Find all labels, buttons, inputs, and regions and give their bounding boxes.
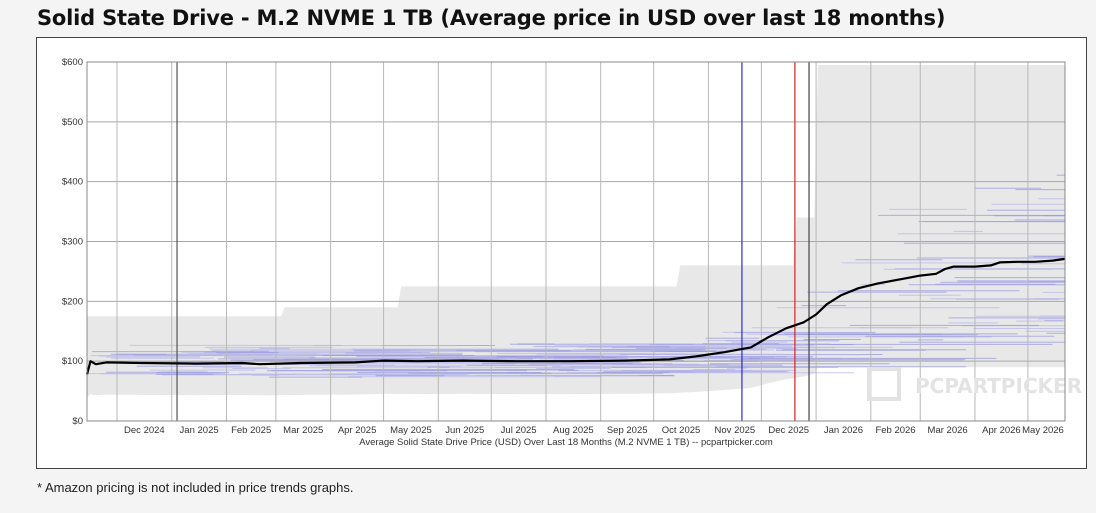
plot-border	[86, 61, 1066, 422]
x-tick-label: Aug 2025	[553, 425, 594, 436]
price-range-band	[87, 65, 1065, 398]
y-tick-label: $0	[72, 416, 83, 427]
watermark-logo	[867, 367, 901, 401]
x-tick-label: Jan 2025	[180, 425, 219, 436]
footnote: * Amazon pricing is not included in pric…	[37, 480, 354, 495]
x-tick-label: May 2026	[1022, 425, 1064, 436]
x-tick-label: Apr 2026	[982, 425, 1021, 436]
y-tick-label: $100	[62, 356, 83, 367]
x-tick-label: Dec 2024	[124, 425, 165, 436]
x-tick-label: Jun 2025	[445, 425, 484, 436]
x-tick-label: Feb 2025	[231, 425, 271, 436]
x-tick-label: Oct 2025	[662, 425, 701, 436]
x-tick-label: Jan 2026	[824, 425, 863, 436]
page-title: Solid State Drive - M.2 NVME 1 TB (Avera…	[37, 6, 946, 30]
x-tick-label: Jul 2025	[501, 425, 537, 436]
y-tick-label: $400	[62, 177, 83, 188]
x-tick-label: Mar 2025	[283, 425, 323, 436]
x-tick-label: Sep 2025	[607, 425, 648, 436]
watermark-text: PCPARTPICKER	[915, 374, 1082, 398]
x-tick-label: Feb 2026	[875, 425, 915, 436]
chart-caption: Average Solid State Drive Price (USD) Ov…	[359, 437, 773, 448]
y-tick-label: $200	[62, 296, 83, 307]
y-tick-label: $300	[62, 237, 83, 248]
x-tick-label: May 2025	[390, 425, 432, 436]
x-tick-label: Apr 2025	[338, 425, 377, 436]
chart-svg: PCPARTPICKER $0 $100 $200 $300 $400 $500 $600 De…	[62, 57, 1082, 448]
y-tick-label: $600	[62, 57, 83, 68]
x-tick-label: Mar 2026	[928, 425, 968, 436]
price-chart: PCPARTPICKER $0 $100 $200 $300 $400 $500 $600 De…	[36, 37, 1087, 469]
product-price-traces	[87, 174, 1065, 378]
y-tick-label: $500	[62, 117, 83, 128]
x-tick-label: Nov 2025	[715, 425, 756, 436]
x-tick-label: Dec 2025	[768, 425, 809, 436]
average-price-line	[85, 257, 1066, 375]
